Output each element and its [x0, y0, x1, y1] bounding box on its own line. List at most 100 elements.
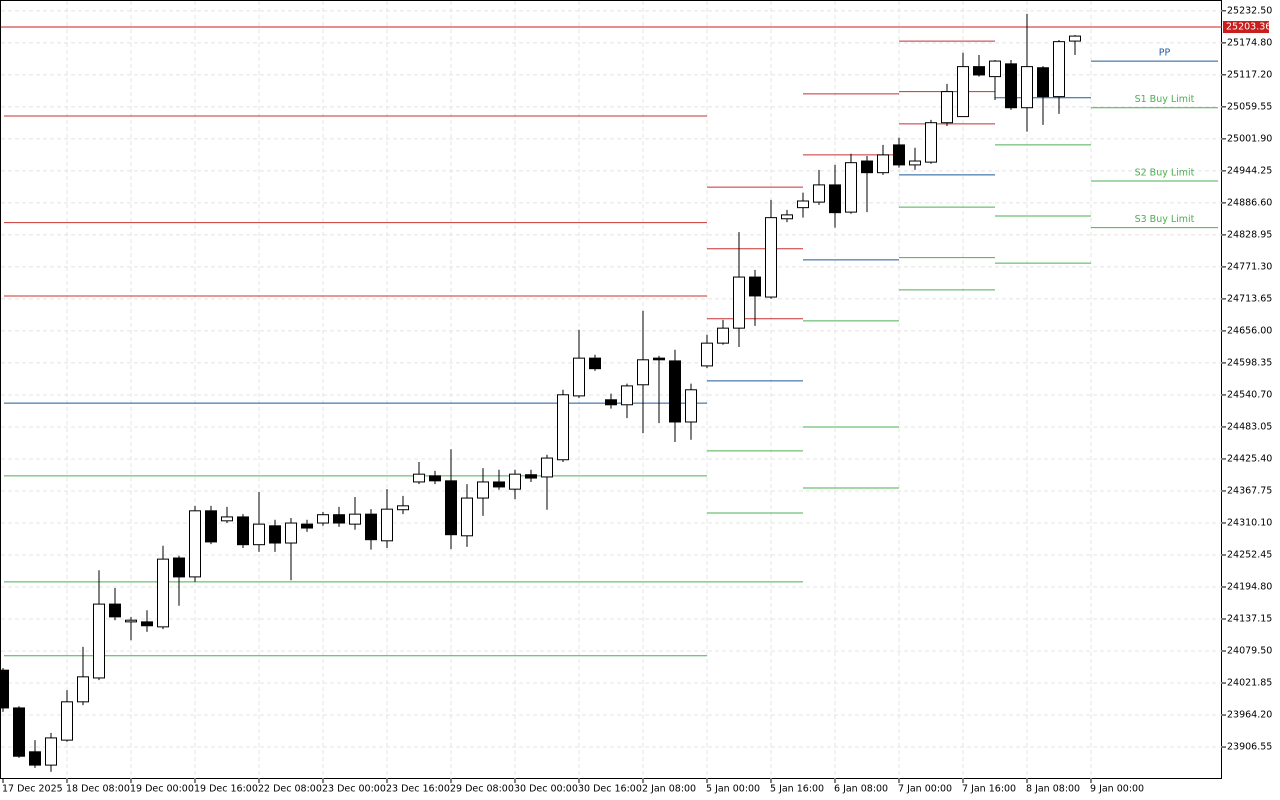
y-tick-label: 24252.45	[1227, 549, 1272, 560]
candle-body	[445, 480, 457, 536]
candle-body	[365, 513, 377, 541]
candle-body	[621, 385, 633, 406]
last-price-tag	[1223, 21, 1269, 34]
candle-body	[925, 122, 937, 163]
candle-body	[333, 514, 345, 524]
candle-body	[653, 357, 665, 361]
x-tick-label: 19 Dec 00:00	[130, 784, 194, 795]
candle-body	[141, 621, 153, 627]
candle-body	[541, 457, 553, 478]
candle-body	[765, 217, 777, 298]
support-label: S2 Buy Limit	[1135, 168, 1195, 179]
candle-body	[0, 669, 9, 709]
last-price-label: 25203.36	[1226, 22, 1271, 33]
y-tick-label: 25059.55	[1227, 101, 1272, 112]
candle-body	[285, 522, 297, 544]
candle-body	[237, 516, 249, 546]
support-label: S3 Buy Limit	[1135, 214, 1195, 225]
y-tick-label: 24483.05	[1227, 421, 1272, 432]
candle-body	[861, 160, 873, 174]
y-tick-label: 24771.30	[1227, 261, 1272, 272]
candle-body	[573, 357, 585, 397]
x-tick-label: 5 Jan 00:00	[706, 784, 760, 795]
y-tick-label: 24310.10	[1227, 517, 1272, 528]
candle-body	[557, 394, 569, 461]
candle-body	[1037, 67, 1049, 98]
candle-body	[253, 523, 265, 546]
candle-body	[733, 276, 745, 329]
y-tick-label: 24713.65	[1227, 293, 1272, 304]
candle-body	[509, 473, 521, 490]
candle-body	[829, 184, 841, 214]
x-tick-label: 9 Jan 00:00	[1090, 784, 1144, 795]
y-tick-label: 24425.40	[1227, 453, 1272, 464]
candle-body	[909, 160, 921, 166]
y-tick-label: 25232.50	[1227, 5, 1272, 16]
x-tick-label: 2 Jan 08:00	[642, 784, 696, 795]
candle-body	[701, 342, 713, 367]
candle-body	[781, 214, 793, 220]
x-tick-label: 22 Dec 08:00	[258, 784, 322, 795]
candle-body	[461, 497, 473, 537]
candle-body	[973, 66, 985, 76]
candle-body	[413, 473, 425, 483]
candle-body	[749, 276, 761, 297]
candle-body	[637, 359, 649, 386]
x-tick-label: 19 Dec 16:00	[194, 784, 258, 795]
candle-body	[397, 505, 409, 511]
candle-body	[989, 60, 1001, 78]
y-tick-label: 25174.80	[1227, 37, 1272, 48]
x-tick-label: 8 Jan 08:00	[1026, 784, 1080, 795]
candle-body	[125, 619, 137, 623]
x-tick-label: 23 Dec 00:00	[322, 784, 386, 795]
y-tick-label: 25117.20	[1227, 69, 1272, 80]
candle-body	[45, 737, 57, 766]
x-tick-label: 18 Dec 08:00	[66, 784, 130, 795]
candle-body	[349, 513, 361, 525]
candle-body	[1069, 35, 1081, 42]
candle-body	[813, 184, 825, 203]
candle-body	[157, 558, 169, 628]
candle-body	[669, 360, 681, 423]
candle-body	[589, 357, 601, 370]
x-tick-label: 30 Dec 00:00	[514, 784, 578, 795]
candle-body	[173, 557, 185, 578]
x-tick-label: 7 Jan 00:00	[898, 784, 952, 795]
x-tick-label: 6 Jan 08:00	[834, 784, 888, 795]
candle-body	[429, 475, 441, 482]
y-tick-label: 24944.25	[1227, 165, 1272, 176]
y-tick-label: 24137.15	[1227, 614, 1272, 625]
candle-body	[525, 474, 537, 479]
candle-body	[13, 707, 25, 757]
candle-body	[605, 399, 617, 406]
x-tick-label: 23 Dec 16:00	[386, 784, 450, 795]
candle-body	[893, 144, 905, 166]
y-tick-label: 25001.90	[1227, 133, 1272, 144]
y-tick-label: 23964.20	[1227, 710, 1272, 721]
candle-body	[797, 200, 809, 209]
candle-body	[189, 510, 201, 578]
candle-body	[1021, 66, 1033, 109]
y-tick-label: 24656.00	[1227, 325, 1272, 336]
candle-body	[941, 91, 953, 124]
x-tick-label: 29 Dec 08:00	[450, 784, 514, 795]
candle-body	[1053, 41, 1065, 98]
y-tick-label: 24367.75	[1227, 485, 1272, 496]
y-tick-label: 24828.95	[1227, 229, 1272, 240]
candle-body	[381, 508, 393, 542]
y-tick-label: 24194.80	[1227, 581, 1272, 592]
candle-body	[493, 481, 505, 488]
candle-body	[93, 603, 105, 679]
candle-body	[717, 327, 729, 344]
candle-body	[957, 66, 969, 118]
y-tick-label: 24021.85	[1227, 678, 1272, 689]
candle-body	[269, 525, 281, 544]
candle-body	[477, 481, 489, 499]
x-tick-label: 5 Jan 16:00	[770, 784, 824, 795]
y-tick-label: 24079.50	[1227, 646, 1272, 657]
y-tick-label: 23906.55	[1227, 742, 1272, 753]
candle-body	[301, 523, 313, 529]
y-tick-label: 24540.70	[1227, 389, 1272, 400]
